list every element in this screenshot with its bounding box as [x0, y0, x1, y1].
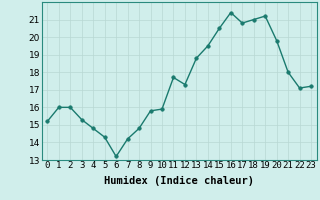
X-axis label: Humidex (Indice chaleur): Humidex (Indice chaleur): [104, 176, 254, 186]
